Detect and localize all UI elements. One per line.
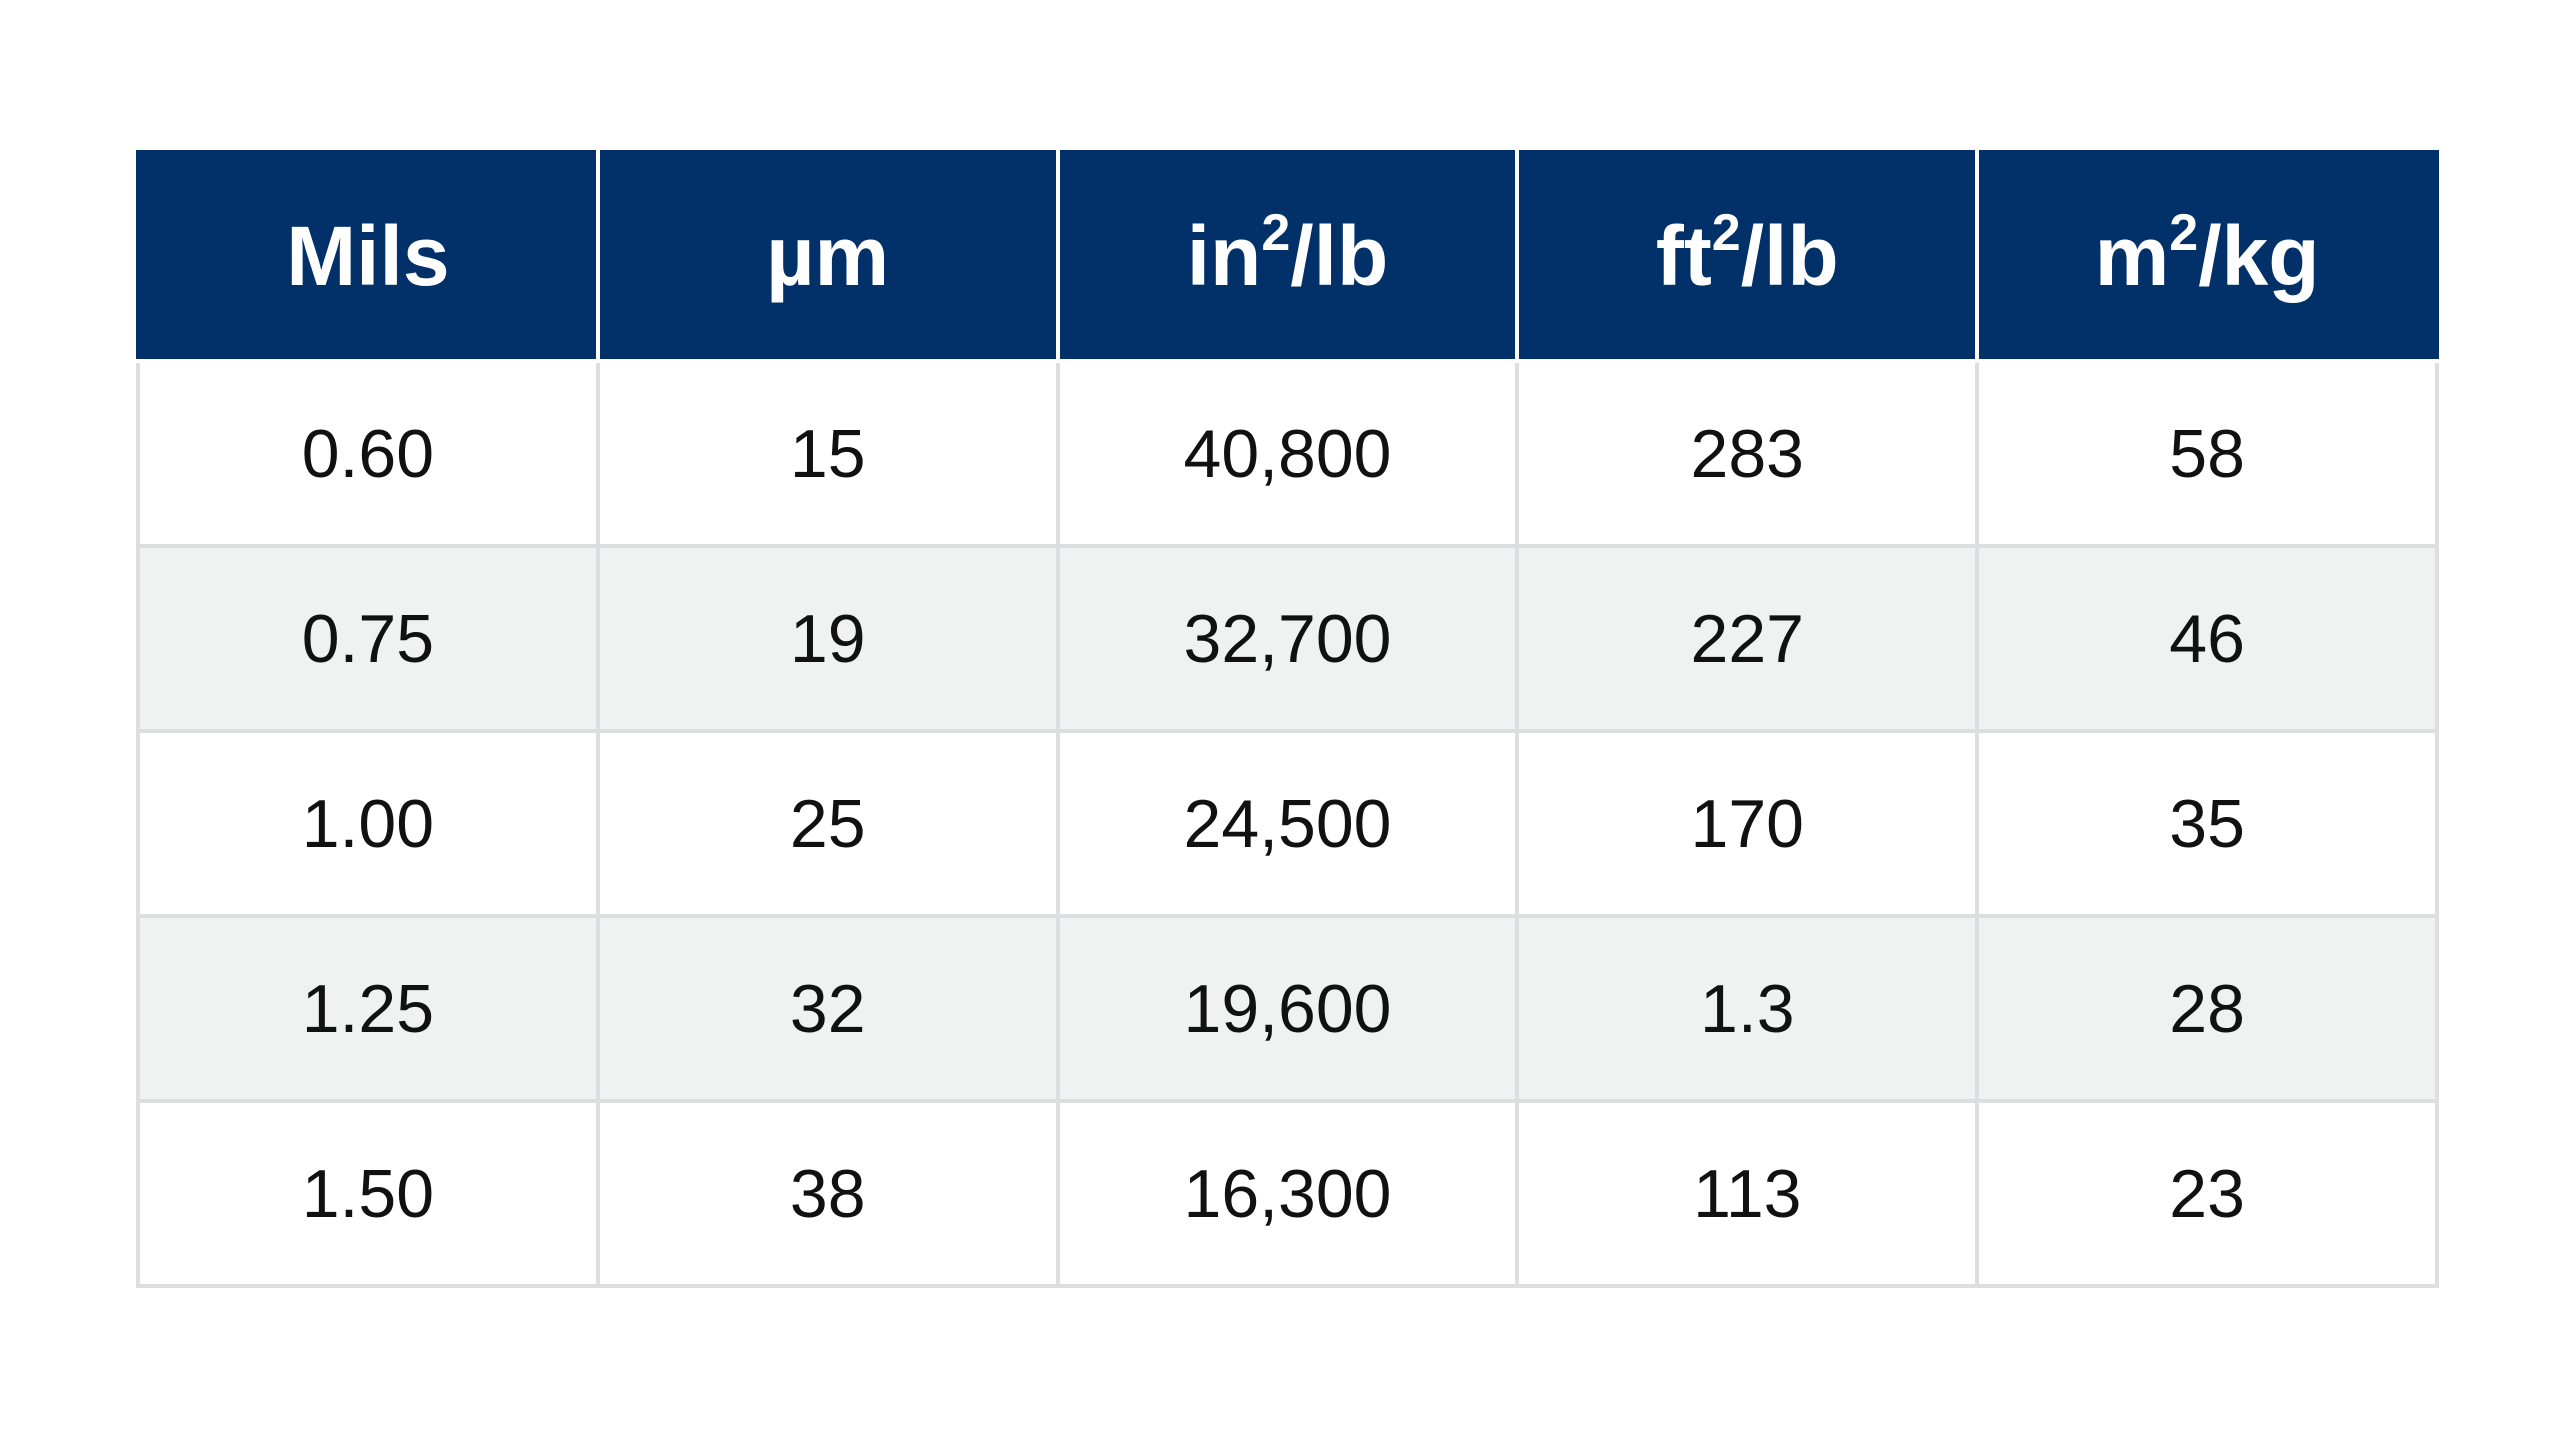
table-cell: 46 — [1975, 544, 2439, 733]
table-cell: 28 — [1975, 914, 2439, 1103]
table-cell: 19,600 — [1055, 914, 1520, 1103]
table-cell: 25 — [595, 729, 1060, 918]
header-label: Mils — [286, 209, 450, 303]
table-cell: 227 — [1515, 544, 1980, 733]
table-row: 0.75 19 32,700 227 46 — [136, 544, 2439, 733]
table-cell: 32 — [595, 914, 1060, 1103]
table-cell: 15 — [595, 359, 1060, 548]
header-row: Mils µm in2/lb ft2/lb m2/kg — [136, 150, 2439, 363]
header-label-rest: /kg — [2198, 209, 2320, 303]
table-cell: 58 — [1975, 359, 2439, 548]
header-label-superscript: 2 — [2169, 204, 2199, 262]
table-cell: 23 — [1975, 1099, 2439, 1288]
table-body: 0.60 15 40,800 283 58 0.75 19 32,700 227… — [136, 359, 2439, 1288]
table-cell: 1.00 — [136, 729, 600, 918]
table-cell: 19 — [595, 544, 1060, 733]
table-cell: 0.75 — [136, 544, 600, 733]
table-cell: 113 — [1515, 1099, 1980, 1288]
table-cell: 35 — [1975, 729, 2439, 918]
header-label: µm — [766, 209, 890, 303]
header-label-rest: /lb — [1740, 209, 1839, 303]
table-row: 1.50 38 16,300 113 23 — [136, 1099, 2439, 1288]
header-label-base: in — [1186, 209, 1262, 303]
table-row: 1.00 25 24,500 170 35 — [136, 729, 2439, 918]
table-row: 1.25 32 19,600 1.3 28 — [136, 914, 2439, 1103]
header-label-rest: /lb — [1290, 209, 1389, 303]
header-label-superscript: 2 — [1711, 204, 1741, 262]
table-cell: 1.50 — [136, 1099, 600, 1288]
header-cell-micrometers: µm — [595, 150, 1060, 363]
header-cell-mils: Mils — [136, 150, 600, 363]
table-cell: 16,300 — [1055, 1099, 1520, 1288]
table-cell: 170 — [1515, 729, 1980, 918]
table-cell: 40,800 — [1055, 359, 1520, 548]
header-label-base: m — [2094, 209, 2170, 303]
table-cell: 1.25 — [136, 914, 600, 1103]
table-cell: 24,500 — [1055, 729, 1520, 918]
header-label-base: ft — [1655, 209, 1712, 303]
table-cell: 38 — [595, 1099, 1060, 1288]
conversion-table: Mils µm in2/lb ft2/lb m2/kg 0.60 15 — [136, 150, 2439, 1288]
table-cell: 1.3 — [1515, 914, 1980, 1103]
table-header: Mils µm in2/lb ft2/lb m2/kg — [136, 150, 2439, 363]
table-cell: 32,700 — [1055, 544, 1520, 733]
header-cell-square-meters-per-kilogram: m2/kg — [1975, 150, 2439, 363]
header-cell-square-inches-per-pound: in2/lb — [1055, 150, 1520, 363]
table-row: 0.60 15 40,800 283 58 — [136, 359, 2439, 548]
header-cell-square-feet-per-pound: ft2/lb — [1515, 150, 1980, 363]
conversion-table-container: Mils µm in2/lb ft2/lb m2/kg 0.60 15 — [136, 150, 2439, 1288]
table-cell: 283 — [1515, 359, 1980, 548]
table-cell: 0.60 — [136, 359, 600, 548]
header-label-superscript: 2 — [1261, 204, 1291, 262]
